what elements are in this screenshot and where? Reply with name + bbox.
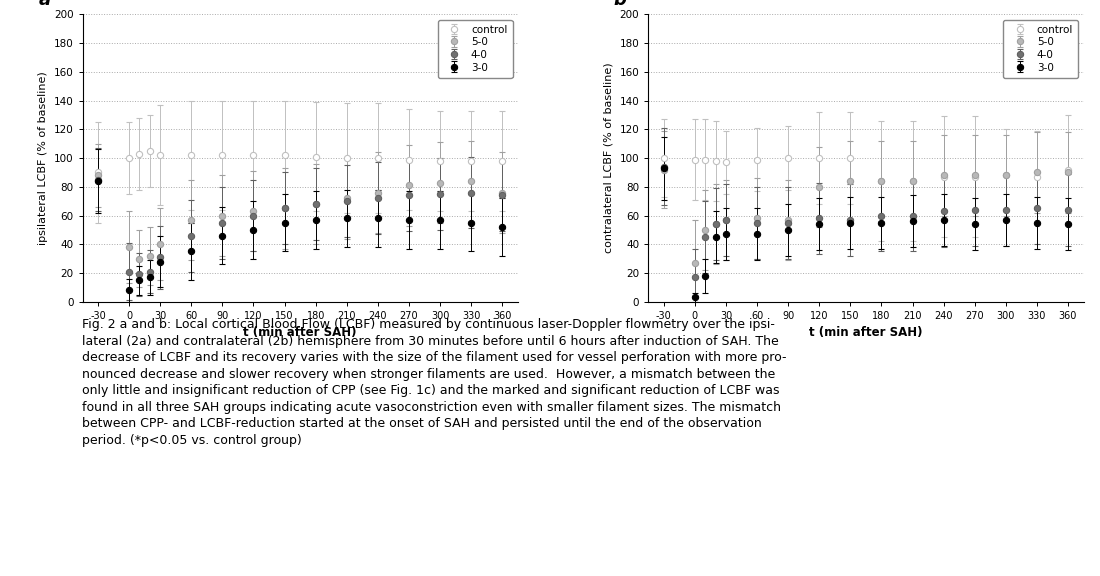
Text: Fig. 2 a and b: Local cortical Blood Flow (LCBF) measured by continuous laser-Do: Fig. 2 a and b: Local cortical Blood Flo…	[82, 319, 786, 447]
X-axis label: t (min after SAH): t (min after SAH)	[810, 327, 923, 339]
Legend: control, 5-0, 4-0, 3-0: control, 5-0, 4-0, 3-0	[1003, 20, 1078, 78]
Y-axis label: ipsilateral LCBF (% of baseline): ipsilateral LCBF (% of baseline)	[39, 71, 48, 245]
Legend: control, 5-0, 4-0, 3-0: control, 5-0, 4-0, 3-0	[438, 20, 513, 78]
Y-axis label: contralateral LCBF (% of baseline): contralateral LCBF (% of baseline)	[604, 63, 614, 253]
Text: a: a	[39, 0, 51, 9]
X-axis label: t (min after SAH): t (min after SAH)	[243, 327, 356, 339]
Text: b: b	[614, 0, 626, 9]
